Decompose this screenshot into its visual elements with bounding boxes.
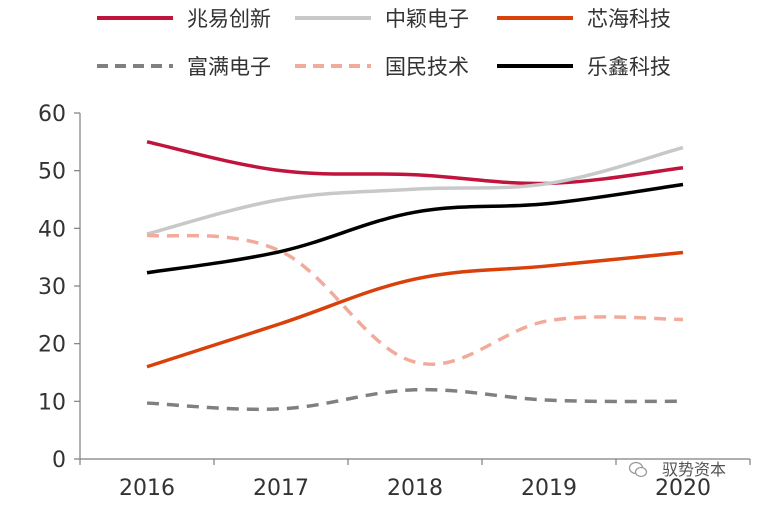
legend-item: 富满电子 <box>97 55 271 79</box>
series-lines <box>147 142 683 409</box>
x-tick-label: 2019 <box>521 476 577 501</box>
series-line-1 <box>147 142 683 184</box>
wechat-icon <box>630 463 647 477</box>
y-tick-label: 60 <box>38 102 66 127</box>
watermark: 驭势资本 <box>630 460 727 479</box>
y-tick-label: 10 <box>38 390 66 415</box>
watermark-text: 驭势资本 <box>662 460 726 479</box>
y-tick-label: 20 <box>38 333 66 358</box>
x-tick-label: 2020 <box>655 476 711 501</box>
legend-item: 国民技术 <box>295 55 469 79</box>
legend-label: 中颖电子 <box>385 7 469 31</box>
legend-item: 乐鑫科技 <box>497 55 671 79</box>
x-tick-label: 2016 <box>119 476 175 501</box>
x-tick-label: 2018 <box>387 476 443 501</box>
legend-label: 国民技术 <box>385 55 469 79</box>
y-tick-label: 40 <box>38 217 66 242</box>
y-tick-label: 0 <box>52 448 66 473</box>
legend-label: 兆易创新 <box>187 7 271 31</box>
series-line-5 <box>147 235 683 364</box>
legend-label: 芯海科技 <box>587 7 671 31</box>
legend-item: 中颖电子 <box>295 7 469 31</box>
legend-label: 富满电子 <box>187 55 271 79</box>
legend-item: 兆易创新 <box>97 7 271 31</box>
axes: 0 10 20 30 40 50 60 2016 2017 2018 2019 2020 <box>38 102 750 501</box>
legend-item: 芯海科技 <box>497 7 671 31</box>
y-tick-label: 30 <box>38 275 66 300</box>
x-tick-label: 2017 <box>253 476 309 501</box>
series-line-4 <box>147 390 683 410</box>
legend-label: 乐鑫科技 <box>587 55 671 79</box>
series-line-3 <box>147 253 683 367</box>
y-tick-label: 50 <box>38 160 66 185</box>
